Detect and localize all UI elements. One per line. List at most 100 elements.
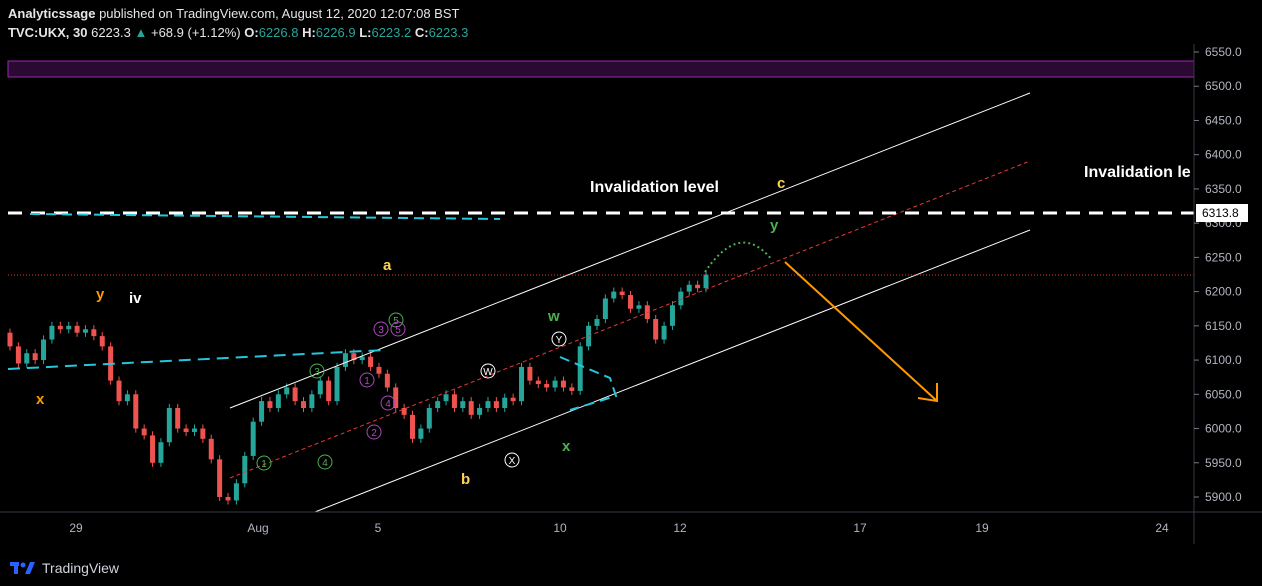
candle-body — [602, 298, 608, 319]
candle-body — [342, 353, 348, 367]
candle-body — [267, 401, 273, 408]
circled-label-5-purple: 5 — [390, 321, 406, 337]
svg-text:W: W — [483, 367, 493, 378]
candle-body — [703, 274, 709, 289]
candle-body — [359, 356, 365, 361]
circled-label-3-purple: 3 — [373, 321, 389, 337]
x-tick-label: 24 — [1155, 521, 1169, 535]
candle-body — [443, 394, 449, 402]
candle-body — [426, 408, 432, 429]
y-tick-label: 6450.0 — [1205, 113, 1242, 127]
candle-body — [594, 319, 600, 326]
change-value: +68.9 (+1.12%) — [150, 25, 241, 40]
wave-label-x-orange: x — [36, 391, 45, 408]
cyan-triangle-pattern — [559, 356, 618, 411]
candle-body — [669, 305, 675, 326]
svg-text:4: 4 — [322, 458, 328, 469]
circled-label-W: W — [480, 363, 496, 379]
candle-body — [334, 366, 340, 402]
candle-body — [468, 401, 474, 415]
candle-body — [158, 442, 164, 463]
y-tick-label: 6400.0 — [1205, 148, 1242, 162]
candle-body — [91, 329, 97, 337]
channel-mid-line — [229, 160, 1031, 479]
candle-body — [141, 428, 147, 436]
candle-body — [393, 387, 399, 408]
purple-resistance-band — [7, 60, 1195, 78]
green-dotted-projection — [704, 241, 773, 273]
candle-body — [552, 380, 558, 388]
high-value: 6226.9 — [315, 25, 356, 40]
svg-text:5: 5 — [395, 325, 401, 336]
channel-lower-line — [314, 229, 1031, 513]
wave-label-y-green: y — [770, 217, 779, 234]
candle-body — [661, 325, 667, 340]
circled-label-2-purple: 2 — [366, 424, 382, 440]
circled-label-X: X — [504, 452, 520, 468]
wave-label-c: c — [777, 175, 785, 192]
candle-body — [133, 394, 139, 429]
open-label: O: — [244, 25, 259, 40]
candle-body — [317, 380, 323, 395]
open-value: 6226.8 — [258, 25, 299, 40]
tradingview-brand[interactable]: TradingView — [10, 560, 119, 576]
candle-body — [183, 428, 189, 432]
circled-label-3-green: 3 — [309, 363, 325, 379]
publisher-name: Analyticssage — [8, 6, 96, 21]
svg-text:Y: Y — [556, 335, 563, 346]
svg-text:3: 3 — [378, 325, 384, 336]
candle-body — [368, 356, 374, 367]
close-label: C: — [414, 25, 429, 40]
candle-body — [124, 394, 130, 402]
candle-body — [619, 291, 625, 296]
circled-label-4-purple: 4 — [380, 395, 396, 411]
candle-body — [166, 408, 172, 443]
price-tag-label: 6313.8 — [1202, 206, 1239, 220]
circled-label-1-purple: 1 — [359, 372, 375, 388]
invalidation-level-label: Invalidation level — [590, 179, 719, 196]
symbol-label[interactable]: TVC:UKX, 30 — [8, 25, 88, 40]
candlestick-series — [7, 270, 709, 505]
candle-body — [66, 325, 72, 330]
candle-body — [309, 394, 315, 408]
last-price: 6223.3 — [91, 25, 131, 40]
candle-body — [200, 428, 206, 439]
candle-body — [695, 284, 701, 289]
y-tick-label: 6350.0 — [1205, 182, 1242, 196]
svg-text:1: 1 — [364, 376, 370, 387]
candle-body — [259, 401, 265, 422]
channel-upper-line — [229, 92, 1031, 409]
candle-body — [300, 401, 306, 408]
cyan-dashed-top — [29, 213, 501, 220]
publisher-line: Analyticssage published on TradingView.c… — [8, 6, 459, 21]
candle-body — [292, 387, 298, 402]
candle-body — [477, 408, 483, 415]
candle-body — [208, 438, 214, 460]
candle-body — [686, 284, 692, 292]
candle-body — [577, 346, 583, 391]
candle-body — [653, 319, 659, 340]
candle-body — [233, 483, 239, 501]
circled-label-5-green: 5 — [388, 312, 404, 328]
x-tick-label: 29 — [69, 521, 83, 535]
cyan-dashed-trendline — [7, 349, 386, 370]
y-tick-label: 5950.0 — [1205, 456, 1242, 470]
svg-text:2: 2 — [371, 428, 377, 439]
candle-body — [451, 394, 457, 408]
y-tick-label: 6050.0 — [1205, 387, 1242, 401]
y-tick-label: 6100.0 — [1205, 353, 1242, 367]
candle-body — [569, 387, 575, 391]
candle-body — [242, 455, 248, 484]
high-label: H: — [302, 25, 316, 40]
candle-body — [7, 332, 13, 347]
wave-label-w: w — [547, 308, 560, 325]
candle-body — [175, 408, 181, 429]
candle-body — [225, 497, 231, 501]
price-axis-ticks: 5900.0 5950.0 6000.0 6050.0 6100.0 6150.0 6200… — [1194, 45, 1242, 504]
x-tick-label: 10 — [553, 521, 567, 535]
candle-body — [628, 295, 634, 309]
price-tag: 6313.8 — [1196, 204, 1248, 222]
candle-body — [410, 414, 416, 439]
y-tick-label: 6150.0 — [1205, 319, 1242, 333]
